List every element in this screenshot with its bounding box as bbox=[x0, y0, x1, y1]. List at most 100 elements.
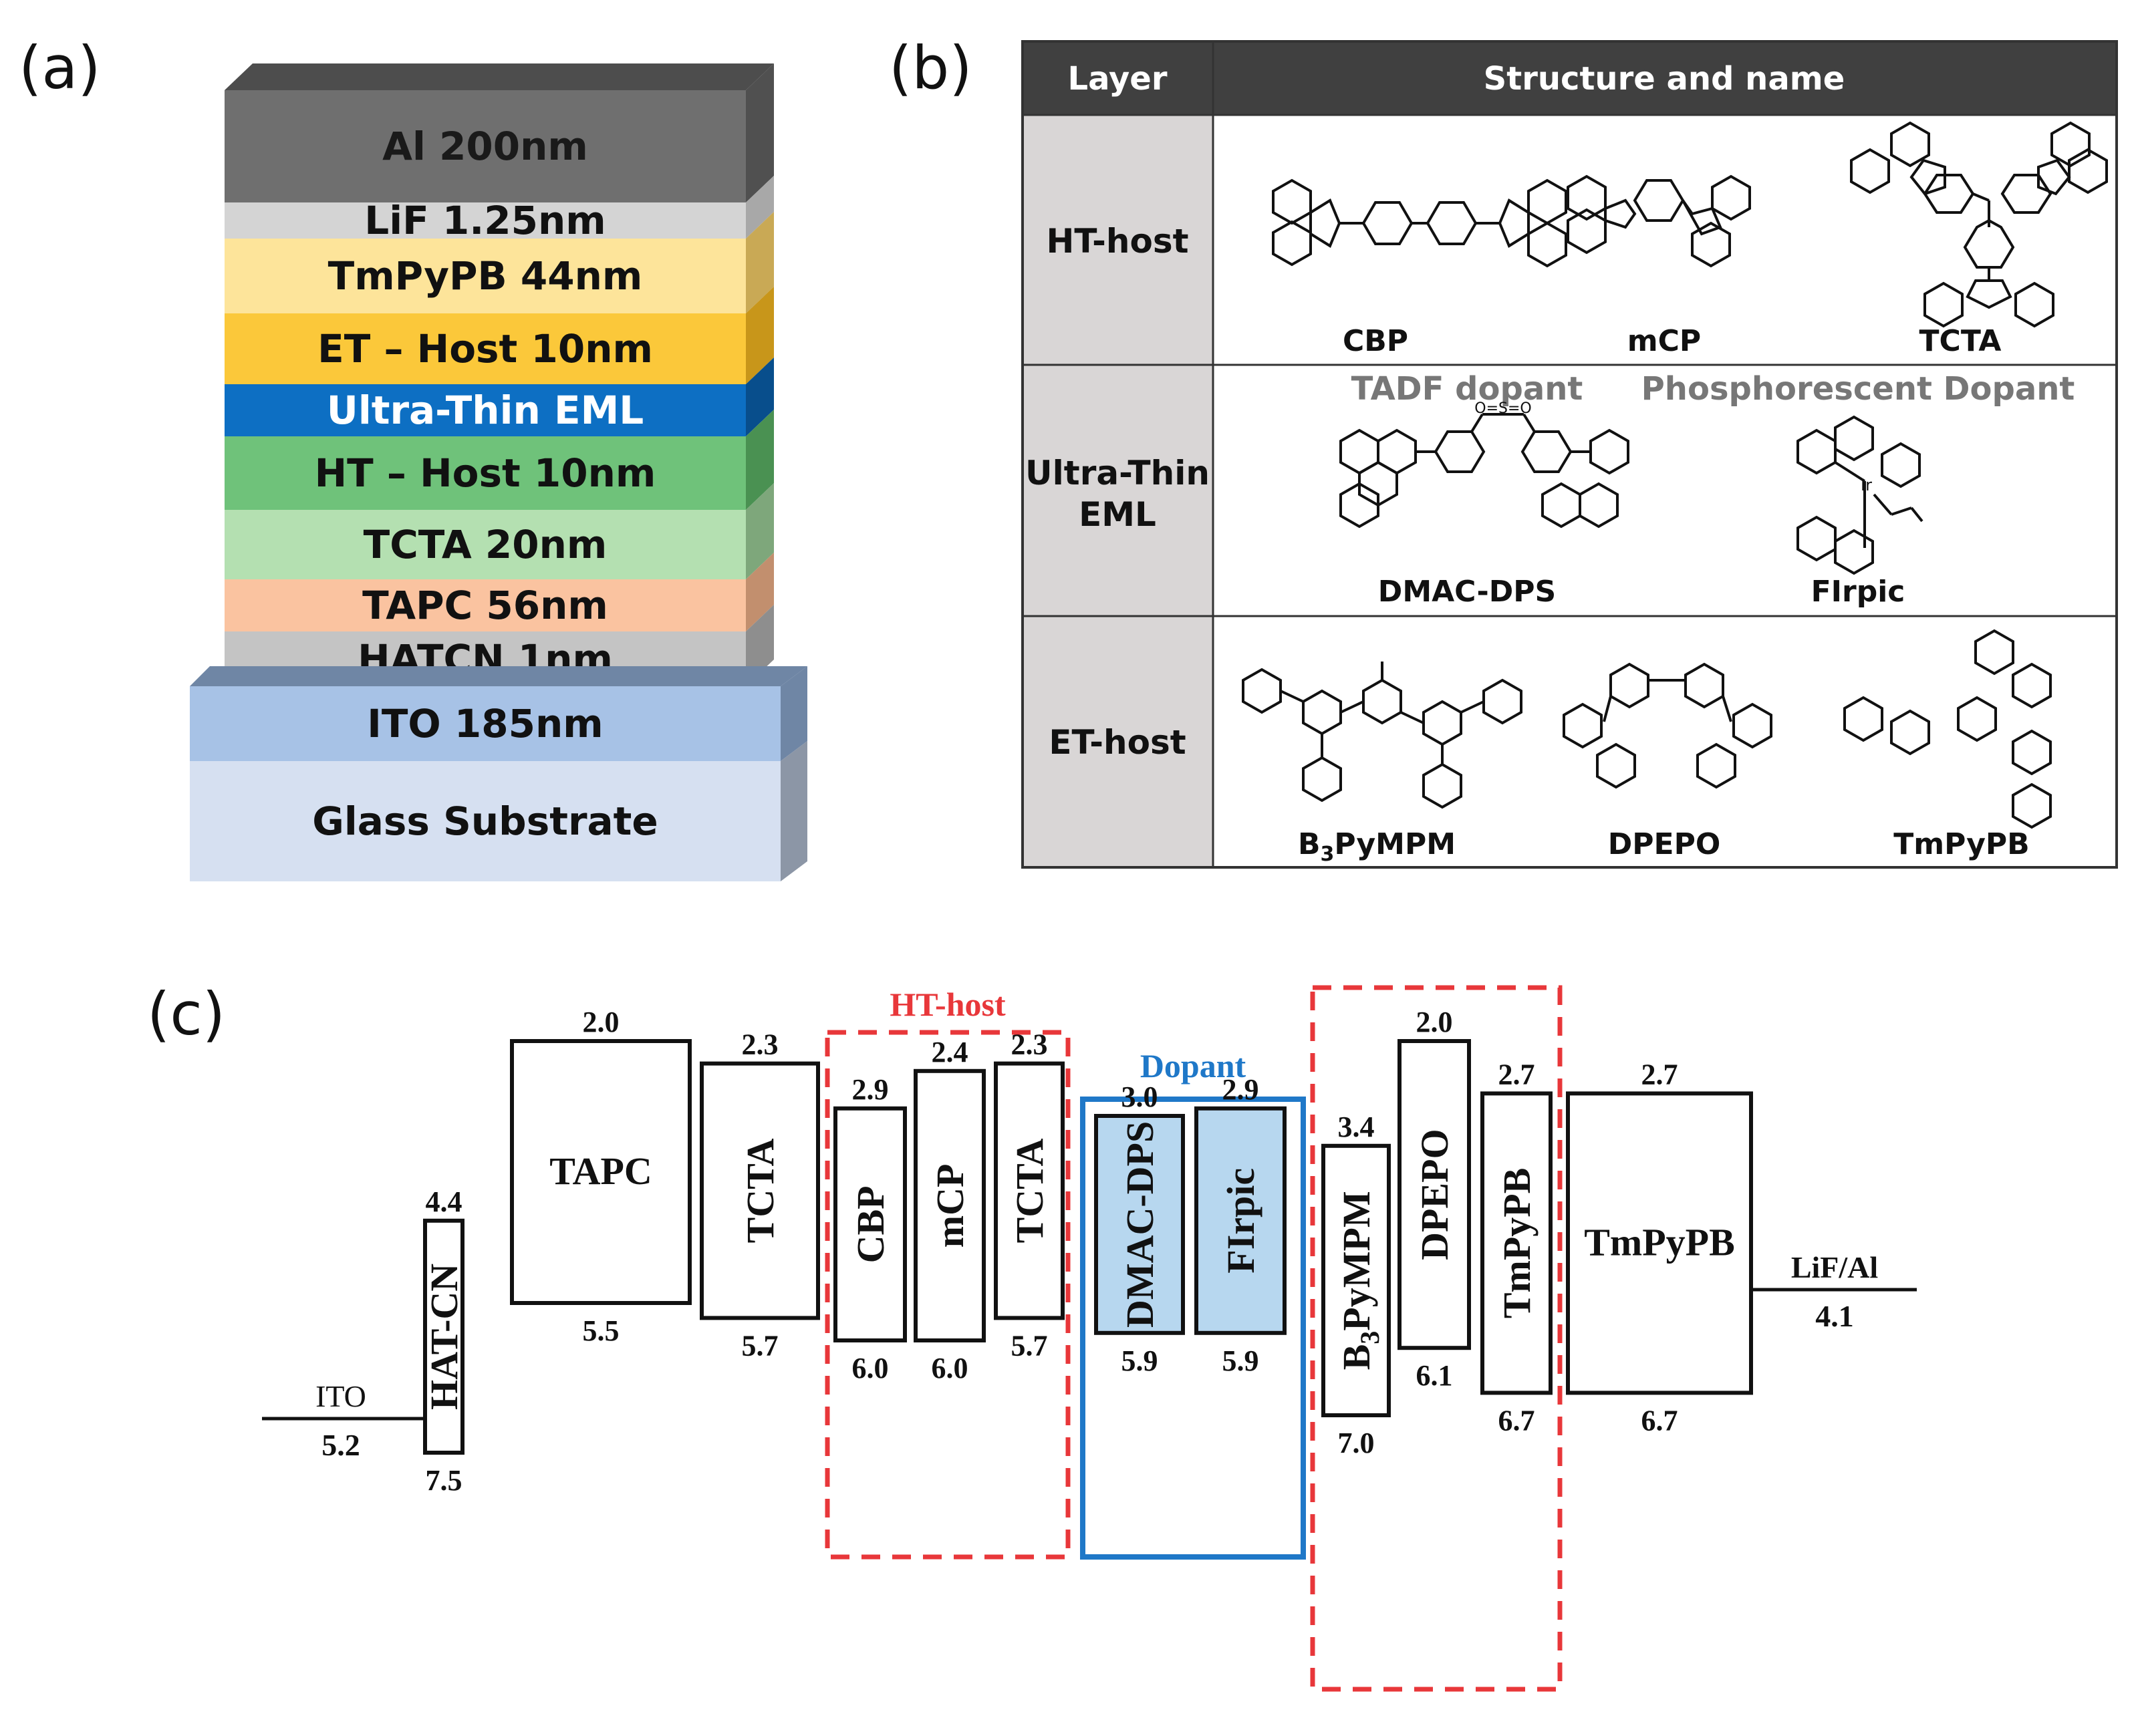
compound-label-dmac-dps: DMAC-DPS bbox=[1378, 575, 1556, 609]
stack-layer bbox=[225, 384, 746, 436]
stack-layer bbox=[225, 313, 746, 384]
stack-layer bbox=[225, 510, 746, 579]
stack-layer-label: LiF 1.25nm bbox=[364, 198, 606, 243]
material-name: TCTA bbox=[1008, 1138, 1051, 1243]
material-name: TCTA bbox=[739, 1138, 782, 1243]
energy-level-box bbox=[510, 1039, 692, 1305]
energy-level-box bbox=[1480, 1091, 1553, 1395]
molecule-tcta bbox=[1850, 121, 2108, 328]
b3pympm-prefix: B bbox=[1298, 827, 1321, 861]
homo-value: 6.0 bbox=[932, 1352, 968, 1385]
homo-value: 5.7 bbox=[742, 1329, 779, 1362]
stack-layer bbox=[225, 436, 746, 510]
lif-al-name: LiF/Al bbox=[1791, 1250, 1878, 1284]
b3-prefix: B bbox=[1335, 1344, 1378, 1370]
stack-layer-side bbox=[746, 605, 774, 686]
material-name: DMAC-DPS bbox=[1118, 1121, 1162, 1328]
stack-layer-label: TAPC 56nm bbox=[362, 583, 608, 628]
stack-layer-side bbox=[746, 63, 774, 202]
lif-al-value: 4.1 bbox=[1815, 1299, 1854, 1333]
stack-layer bbox=[190, 761, 781, 881]
ht-host-group-label: HT-host bbox=[890, 986, 1006, 1023]
lumo-value: 4.4 bbox=[426, 1185, 462, 1218]
sulfonyl-atoms: O=S=O bbox=[1474, 400, 1531, 417]
material-name: TmPyPB bbox=[1584, 1220, 1735, 1264]
row-label-eml-line2: EML bbox=[1079, 495, 1156, 534]
table-header-bg bbox=[1023, 41, 2117, 115]
molecule-firpic bbox=[1796, 415, 1923, 575]
b3pympm-suffix: PyMPM bbox=[1334, 827, 1456, 861]
stack-layer-label: Glass Substrate bbox=[312, 799, 658, 844]
subhead-tadf-dopant: TADF dopant bbox=[1351, 370, 1583, 408]
stack-layer-label: Al 200nm bbox=[382, 124, 588, 169]
stack-layer bbox=[225, 90, 746, 202]
ito-value: 5.2 bbox=[321, 1428, 360, 1462]
panel-label-a: (a) bbox=[19, 33, 101, 102]
stack-layer-label: TCTA 20nm bbox=[364, 522, 608, 567]
energy-level-box bbox=[914, 1068, 986, 1343]
molecule-dpepo bbox=[1563, 662, 1772, 789]
compound-label-mcp: mCP bbox=[1627, 324, 1701, 358]
panel-label-b: (b) bbox=[889, 33, 972, 102]
lumo-value: 2.0 bbox=[583, 1006, 620, 1038]
firpic-atoms: Ir bbox=[1861, 476, 1872, 494]
stack-layer bbox=[225, 202, 746, 239]
device-stack: Al 200nm LiF 1.25nm TmPyPB 44nm ET – Host 1… bbox=[190, 63, 807, 881]
b3-sub: 3 bbox=[1355, 1331, 1385, 1344]
row-label-et-host: ET-host bbox=[1049, 723, 1186, 762]
stack-layer bbox=[225, 579, 746, 631]
molecule-cbp bbox=[1272, 178, 1567, 268]
homo-value: 6.7 bbox=[1641, 1404, 1678, 1437]
stack-layer bbox=[225, 239, 746, 313]
compound-label-tcta: TCTA bbox=[1919, 324, 2002, 358]
lumo-value: 2.0 bbox=[1416, 1006, 1453, 1038]
molecule-tmpypb bbox=[1843, 629, 2052, 829]
energy-level-box bbox=[1194, 1106, 1287, 1335]
panel-label-c: (c) bbox=[147, 980, 225, 1048]
material-name: TAPC bbox=[549, 1149, 652, 1193]
material-name: mCP bbox=[928, 1164, 972, 1248]
header-layer: Layer bbox=[1067, 60, 1167, 98]
lumo-value: 3.0 bbox=[1121, 1080, 1158, 1113]
material-name: DPEPO bbox=[1413, 1129, 1456, 1260]
homo-value: 7.0 bbox=[1338, 1427, 1375, 1459]
stack-layer bbox=[190, 686, 781, 761]
lumo-value: 2.3 bbox=[1011, 1028, 1048, 1061]
dopant-group-label: Dopant bbox=[1140, 1047, 1246, 1084]
lumo-value: 2.9 bbox=[852, 1073, 889, 1106]
stack-top-face bbox=[225, 63, 774, 90]
stack-layer-label: TmPyPB 44nm bbox=[328, 253, 643, 299]
stack-layer-side bbox=[746, 212, 774, 313]
compound-label-firpic: FIrpic bbox=[1811, 575, 1905, 609]
row-label-eml-line1: Ultra-Thin bbox=[1025, 454, 1210, 492]
lumo-value: 2.7 bbox=[1498, 1058, 1535, 1091]
ht-host-group-box bbox=[825, 1030, 1071, 1560]
material-name: CBP bbox=[849, 1185, 892, 1263]
subhead-phosphorescent-dopant: Phosphorescent Dopant bbox=[1641, 370, 2075, 408]
homo-value: 5.5 bbox=[583, 1314, 620, 1347]
lumo-value: 2.7 bbox=[1641, 1058, 1678, 1091]
material-name: HAT-CN bbox=[422, 1264, 466, 1410]
b3-suffix: PyMPM bbox=[1335, 1191, 1378, 1330]
lumo-value: 2.9 bbox=[1222, 1073, 1259, 1106]
et-host-group-box bbox=[1310, 985, 1563, 1692]
stack-layer-side bbox=[746, 410, 774, 510]
energy-level-box bbox=[833, 1106, 907, 1343]
dopant-group-box bbox=[1080, 1097, 1306, 1560]
stack-layer-side bbox=[746, 287, 774, 384]
compound-label-tmpypb: TmPyPB bbox=[1893, 827, 2029, 861]
stack-layer-side bbox=[781, 741, 807, 881]
energy-level-box bbox=[1566, 1091, 1753, 1395]
homo-value: 5.7 bbox=[1011, 1329, 1048, 1362]
stack-layer-side bbox=[746, 483, 774, 579]
material-name: TmPyPB bbox=[1495, 1168, 1539, 1319]
layer-column-bg bbox=[1023, 115, 1213, 867]
homo-value: 6.0 bbox=[852, 1352, 889, 1385]
compound-label-dpepo: DPEPO bbox=[1608, 827, 1720, 861]
homo-value: 5.9 bbox=[1121, 1344, 1158, 1377]
stack-layer-label: ITO 185nm bbox=[367, 701, 603, 746]
energy-level-box bbox=[423, 1218, 464, 1455]
stack-layer-side bbox=[746, 553, 774, 631]
molecule-dmac-dps bbox=[1339, 413, 1629, 529]
